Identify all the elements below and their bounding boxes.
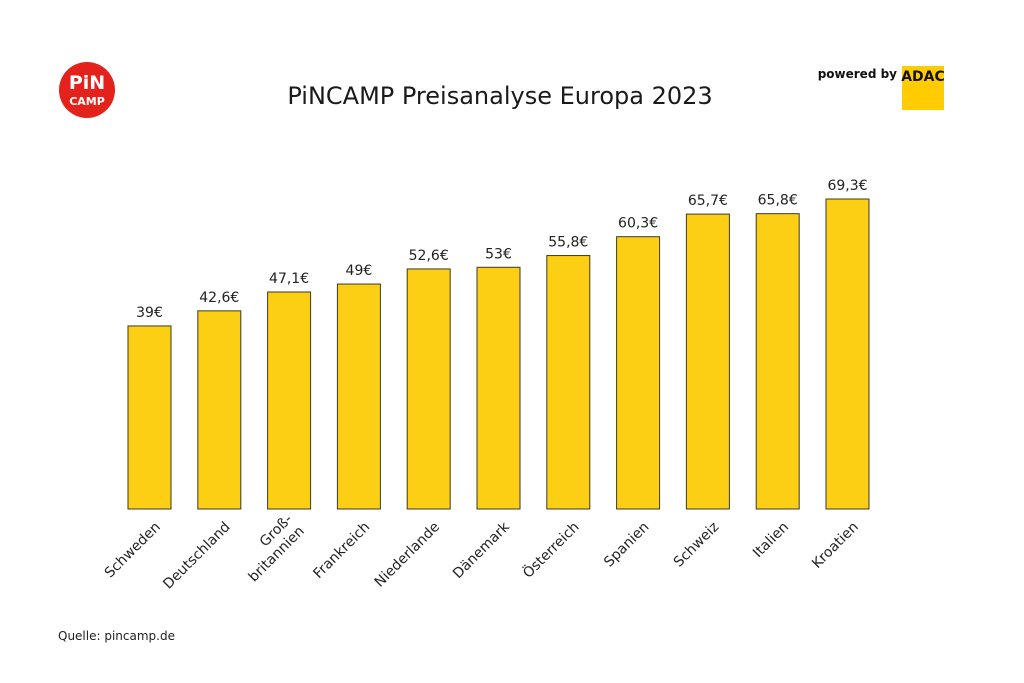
category-label: Österreich: [519, 518, 583, 582]
bar: [825, 198, 870, 510]
data-label: 42,6€: [199, 290, 239, 306]
logo-circle: [59, 62, 115, 118]
data-label: 65,8€: [758, 193, 798, 209]
category-label: Frankreich: [310, 519, 373, 582]
category-label: Schweden: [102, 519, 164, 581]
logo-line2: CAMP: [69, 95, 105, 108]
source-note: Quelle: pincamp.de: [58, 629, 175, 643]
pincamp-logo: PiN CAMP: [59, 62, 115, 118]
adac-text: ADAC: [901, 69, 945, 85]
category-label: Deutschland: [160, 519, 233, 592]
category-label: Kroatien: [809, 519, 862, 572]
category-label: Spanien: [601, 519, 652, 570]
data-label: 47,1€: [269, 271, 309, 287]
category-label: Schweiz: [671, 519, 722, 570]
data-label: 49€: [346, 263, 373, 279]
bar: [616, 236, 661, 510]
bar: [127, 325, 172, 510]
data-label: 55,8€: [548, 235, 588, 251]
category-label: Italien: [750, 519, 792, 561]
data-label: 69,3€: [827, 178, 867, 194]
adac-box: [902, 66, 944, 110]
bar: [476, 266, 521, 510]
bar: [197, 310, 242, 510]
data-label: 52,6€: [409, 248, 449, 264]
bar: [267, 291, 312, 510]
bar: [406, 268, 451, 510]
bar: [755, 213, 800, 510]
bars: 39€ Schweden 42,6€ Deutschland 47,1€ Groß-bri…: [102, 178, 870, 592]
category-label: Dänemark: [450, 518, 514, 582]
category-label: Niederlande: [372, 519, 443, 590]
data-label: 53€: [485, 246, 512, 262]
adac-logo: powered by ADAC: [818, 66, 945, 110]
bar: [546, 255, 591, 510]
chart-title: PiNCAMP Preisanalyse Europa 2023: [287, 82, 712, 110]
data-label: 39€: [136, 305, 163, 321]
bar: [336, 283, 381, 510]
data-label: 60,3€: [618, 216, 658, 232]
data-label: 65,7€: [688, 193, 728, 209]
powered-by-text: powered by: [818, 67, 897, 81]
logo-line1: PiN: [69, 72, 105, 94]
category-label: Groß-britannien: [234, 511, 308, 585]
bar: [685, 213, 730, 510]
